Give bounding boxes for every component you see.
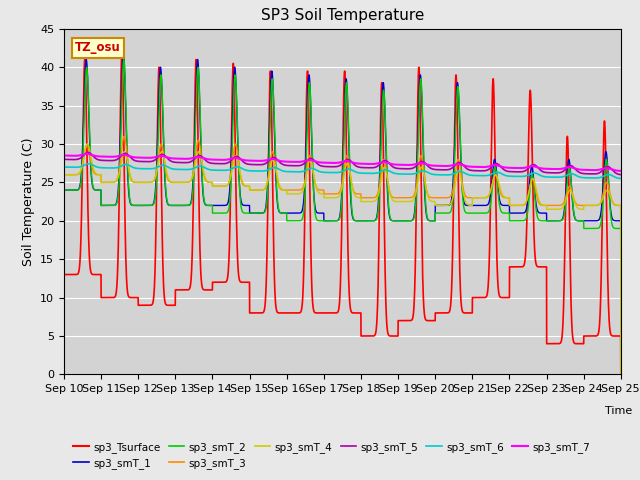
Line: sp3_smT_6: sp3_smT_6 xyxy=(64,164,621,179)
sp3_smT_2 xyxy=(436,210,444,216)
sp3_smT_4 xyxy=(467,203,475,208)
sp3_smT_2 xyxy=(617,372,625,377)
Line: sp3_smT_5: sp3_smT_5 xyxy=(64,152,621,175)
Legend: sp3_Tsurface, sp3_smT_1, sp3_smT_2, sp3_smT_3, sp3_smT_4, sp3_smT_5, sp3_smT_6, : sp3_Tsurface, sp3_smT_1, sp3_smT_2, sp3_… xyxy=(69,437,594,473)
sp3_smT_7 xyxy=(161,154,168,159)
Line: sp3_smT_7: sp3_smT_7 xyxy=(64,154,621,171)
sp3_smT_5 xyxy=(436,167,444,173)
sp3_smT_2 xyxy=(616,226,624,231)
sp3_smT_7 xyxy=(83,151,91,157)
sp3_smT_1 xyxy=(616,218,624,224)
sp3_Tsurface xyxy=(322,310,330,316)
sp3_smT_7 xyxy=(617,168,625,174)
sp3_smT_3 xyxy=(60,172,68,178)
sp3_smT_3 xyxy=(322,191,330,197)
sp3_smT_2 xyxy=(467,210,475,216)
Y-axis label: Soil Temperature (C): Soil Temperature (C) xyxy=(22,137,35,266)
sp3_smT_6 xyxy=(161,163,168,168)
Line: sp3_Tsurface: sp3_Tsurface xyxy=(64,52,621,374)
sp3_smT_6 xyxy=(617,176,625,181)
sp3_smT_6 xyxy=(85,161,93,167)
sp3_Tsurface xyxy=(60,272,68,277)
sp3_smT_4 xyxy=(322,195,330,201)
sp3_smT_4 xyxy=(436,203,444,208)
sp3_smT_6 xyxy=(322,169,330,175)
sp3_smT_2 xyxy=(120,57,127,62)
sp3_smT_1 xyxy=(467,203,475,208)
sp3_smT_7 xyxy=(60,153,68,158)
sp3_smT_2 xyxy=(60,187,68,193)
sp3_smT_7 xyxy=(467,164,475,169)
Line: sp3_smT_1: sp3_smT_1 xyxy=(64,52,621,374)
sp3_smT_3 xyxy=(467,195,475,201)
sp3_Tsurface xyxy=(616,333,624,339)
sp3_smT_1 xyxy=(120,49,127,55)
sp3_smT_1 xyxy=(322,218,330,224)
Line: sp3_smT_4: sp3_smT_4 xyxy=(64,144,621,374)
sp3_smT_5 xyxy=(616,172,624,178)
sp3_smT_2 xyxy=(161,151,168,156)
sp3_smT_7 xyxy=(616,168,624,174)
sp3_smT_7 xyxy=(499,164,507,170)
Line: sp3_smT_2: sp3_smT_2 xyxy=(64,60,621,374)
sp3_smT_1 xyxy=(60,187,68,193)
sp3_smT_1 xyxy=(499,203,507,208)
sp3_smT_4 xyxy=(499,192,507,198)
sp3_smT_5 xyxy=(84,149,92,155)
sp3_smT_1 xyxy=(436,203,444,208)
sp3_smT_5 xyxy=(60,156,68,162)
sp3_Tsurface xyxy=(617,372,625,377)
sp3_smT_7 xyxy=(322,160,330,166)
sp3_smT_3 xyxy=(436,195,444,201)
sp3_Tsurface xyxy=(436,310,444,316)
sp3_smT_6 xyxy=(499,171,507,177)
sp3_smT_5 xyxy=(161,152,168,158)
sp3_smT_4 xyxy=(60,172,68,178)
sp3_smT_2 xyxy=(322,218,330,224)
sp3_Tsurface xyxy=(467,310,475,316)
sp3_smT_5 xyxy=(467,168,475,173)
sp3_smT_6 xyxy=(60,164,68,170)
sp3_smT_5 xyxy=(499,166,507,172)
sp3_smT_5 xyxy=(322,164,330,169)
sp3_smT_3 xyxy=(499,194,507,200)
Line: sp3_smT_3: sp3_smT_3 xyxy=(64,136,621,374)
X-axis label: Time: Time xyxy=(605,406,632,416)
sp3_smT_3 xyxy=(161,156,168,162)
Title: SP3 Soil Temperature: SP3 Soil Temperature xyxy=(260,9,424,24)
Text: TZ_osu: TZ_osu xyxy=(75,41,121,54)
sp3_smT_3 xyxy=(120,133,128,139)
sp3_smT_1 xyxy=(617,372,625,377)
sp3_smT_4 xyxy=(616,203,624,208)
sp3_smT_4 xyxy=(161,156,168,162)
sp3_smT_3 xyxy=(617,372,625,377)
sp3_smT_6 xyxy=(616,176,624,181)
sp3_smT_4 xyxy=(617,372,625,377)
sp3_smT_5 xyxy=(617,172,625,178)
sp3_smT_1 xyxy=(161,159,168,165)
sp3_smT_7 xyxy=(436,163,444,169)
sp3_smT_4 xyxy=(83,141,91,147)
sp3_smT_6 xyxy=(436,172,444,178)
sp3_smT_2 xyxy=(499,210,507,216)
sp3_smT_3 xyxy=(616,203,624,208)
sp3_smT_6 xyxy=(467,172,475,178)
sp3_Tsurface xyxy=(499,295,507,300)
sp3_Tsurface xyxy=(161,292,168,298)
sp3_Tsurface xyxy=(118,49,125,55)
